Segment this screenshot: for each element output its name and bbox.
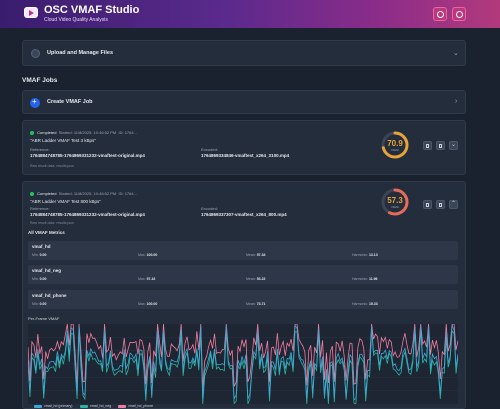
metric-max: Max: 100.00 <box>138 302 158 306</box>
raw-result-label: Raw result data: <box>30 164 56 168</box>
expand-button[interactable]: ⌄ <box>449 141 458 150</box>
file-icon <box>439 203 442 207</box>
status-dot-icon <box>30 191 34 196</box>
delete-button[interactable] <box>423 141 432 150</box>
legend-label: vmaf_hd (primary) <box>44 404 73 408</box>
trash-icon <box>426 203 429 207</box>
metric-name: vmaf_hd_neg <box>32 268 62 273</box>
metrics-title: All VMAF Metrics <box>28 230 65 235</box>
status-text: Completed <box>37 130 57 135</box>
job-id: ID: 1764... <box>118 130 137 135</box>
metric-name: vmaf_hd <box>32 244 51 249</box>
upload-label: Upload and Manage Files <box>47 50 114 56</box>
reference-label: Reference: <box>30 206 50 211</box>
encoded-label: Encoded: <box>201 206 218 211</box>
metric-min: Min: 0.00 <box>32 253 47 257</box>
file-icon <box>439 144 442 148</box>
chevron-up-icon: ⌃ <box>451 201 457 207</box>
trash-icon <box>426 144 429 148</box>
help-icon <box>436 10 444 18</box>
chevron-down-icon: ⌄ <box>451 142 457 148</box>
metric-name: vmaf_hd_phone <box>32 293 67 298</box>
metric-min: Min: 0.00 <box>32 277 47 281</box>
started-time: Started: 11/8/2025, 10:46:52 PM <box>58 130 117 135</box>
collapse-button[interactable]: ⌃ <box>449 200 458 209</box>
vmaf-score-caption: VMAF <box>390 148 400 152</box>
legend-item[interactable]: vmaf_hd_neg <box>80 404 111 408</box>
encoded-file: 1764869337307-vmaftest_x264_800.mp4 <box>201 212 287 217</box>
legend-swatch <box>34 404 42 408</box>
create-job-label: Create VMAF Job <box>47 99 93 105</box>
metric-mean: Mean: 73.71 <box>246 302 266 306</box>
vmaf-score-gauge: 57.3 VMAF <box>381 188 409 216</box>
settings-button[interactable] <box>452 7 466 21</box>
raw-result-label: Raw result data: <box>30 221 56 225</box>
reference-label: Reference: <box>30 147 50 152</box>
vmaf-score-gauge: 70.9 VMAF <box>381 131 409 159</box>
status-text: Completed <box>37 191 57 196</box>
jobs-section-title: VMAF Jobs <box>22 77 58 84</box>
job-status-row: Completed Started: 11/8/2025, 10:46:52 P… <box>30 130 137 135</box>
upload-panel[interactable]: Upload and Manage Files ⌄ <box>22 40 466 66</box>
legend-item[interactable]: vmaf_hd (primary) <box>34 404 72 408</box>
metric-min: Min: 0.00 <box>32 302 47 306</box>
legend-swatch <box>118 404 126 408</box>
app-title: OSC VMAF Studio <box>44 4 140 16</box>
metric-harmonic: Harmonic: 13.13 <box>352 253 378 257</box>
delete-button[interactable] <box>423 200 432 209</box>
job-card[interactable]: Completed Started: 11/8/2025, 10:46:52 P… <box>22 120 466 175</box>
status-dot-icon <box>30 130 34 135</box>
vmaf-score-value: 57.3 <box>387 196 403 205</box>
per-frame-chart <box>28 324 458 404</box>
job-id: ID: 1764... <box>118 191 137 196</box>
chevron-down-icon: ⌄ <box>453 50 459 57</box>
raw-result-link[interactable]: Raw result data: results.json <box>30 164 74 168</box>
encoded-file: 1764869334846-vmaftest_x264_3100.mp4 <box>201 153 290 158</box>
metric-card-vmaf-hd-phone: vmaf_hd_phone Min: 0.00 Max: 100.00 Mean… <box>28 290 458 309</box>
app-subtitle: Cloud Video Quality Analysis <box>44 17 108 23</box>
metric-card-vmaf-hd-neg: vmaf_hd_neg Min: 0.00 Max: 97.42 Mean: 5… <box>28 265 458 284</box>
vmaf-score-value: 70.9 <box>387 139 403 148</box>
app-header: OSC VMAF Studio Cloud Video Quality Anal… <box>0 0 500 28</box>
started-time: Started: 11/8/2025, 10:46:52 PM <box>58 191 117 196</box>
series-line-vmaf-hd-neg <box>28 329 458 404</box>
help-button[interactable] <box>433 7 447 21</box>
metric-harmonic: Harmonic: 15.33 <box>352 302 378 306</box>
reference-file: 1764884748785-1764869331232-vmaftest-ori… <box>30 153 145 158</box>
legend-label: vmaf_hd_neg <box>90 404 112 408</box>
metric-mean: Mean: 57.34 <box>246 253 266 257</box>
gauge-ring <box>381 188 409 216</box>
chart-title: Per-Frame VMAF <box>28 316 60 321</box>
gauge-ring <box>381 131 409 159</box>
chevron-right-icon: › <box>455 98 458 105</box>
encoded-label: Encoded: <box>201 147 218 152</box>
series-line-vmaf-hd-phone <box>28 324 458 389</box>
job-name: "ABR Ladder VMAF Test 800 kBps" <box>30 199 101 204</box>
upload-icon <box>31 49 40 58</box>
download-button[interactable] <box>436 141 445 150</box>
reference-file: 1764884748785-1764869331232-vmaftest-ori… <box>30 212 145 217</box>
series-line-vmaf-hd <box>28 324 458 401</box>
metric-max: Max: 97.42 <box>138 277 156 281</box>
job-status-row: Completed Started: 11/8/2025, 10:46:52 P… <box>30 191 137 196</box>
job-name: "ABR Ladder VMAF Test 3 kBps" <box>30 138 96 143</box>
raw-result-link[interactable]: Raw result data: results.json <box>30 221 74 225</box>
legend-label: vmaf_hd_phone <box>128 404 154 408</box>
metric-card-vmaf-hd: vmaf_hd Min: 0.00 Max: 100.00 Mean: 57.3… <box>28 241 458 260</box>
metric-harmonic: Harmonic: 11.96 <box>352 277 378 281</box>
legend-swatch <box>80 404 88 408</box>
raw-result-file: results.json <box>56 221 74 225</box>
metric-max: Max: 100.00 <box>138 253 158 257</box>
download-button[interactable] <box>436 200 445 209</box>
vmaf-score-caption: VMAF <box>390 205 400 209</box>
legend-item[interactable]: vmaf_hd_phone <box>118 404 153 408</box>
raw-result-file: results.json <box>56 164 74 168</box>
create-job-panel[interactable]: + Create VMAF Job › <box>22 90 466 114</box>
gear-icon <box>455 10 463 18</box>
metric-mean: Mean: 53.22 <box>246 277 266 281</box>
app-logo-icon <box>24 7 38 18</box>
plus-icon: + <box>30 97 40 108</box>
